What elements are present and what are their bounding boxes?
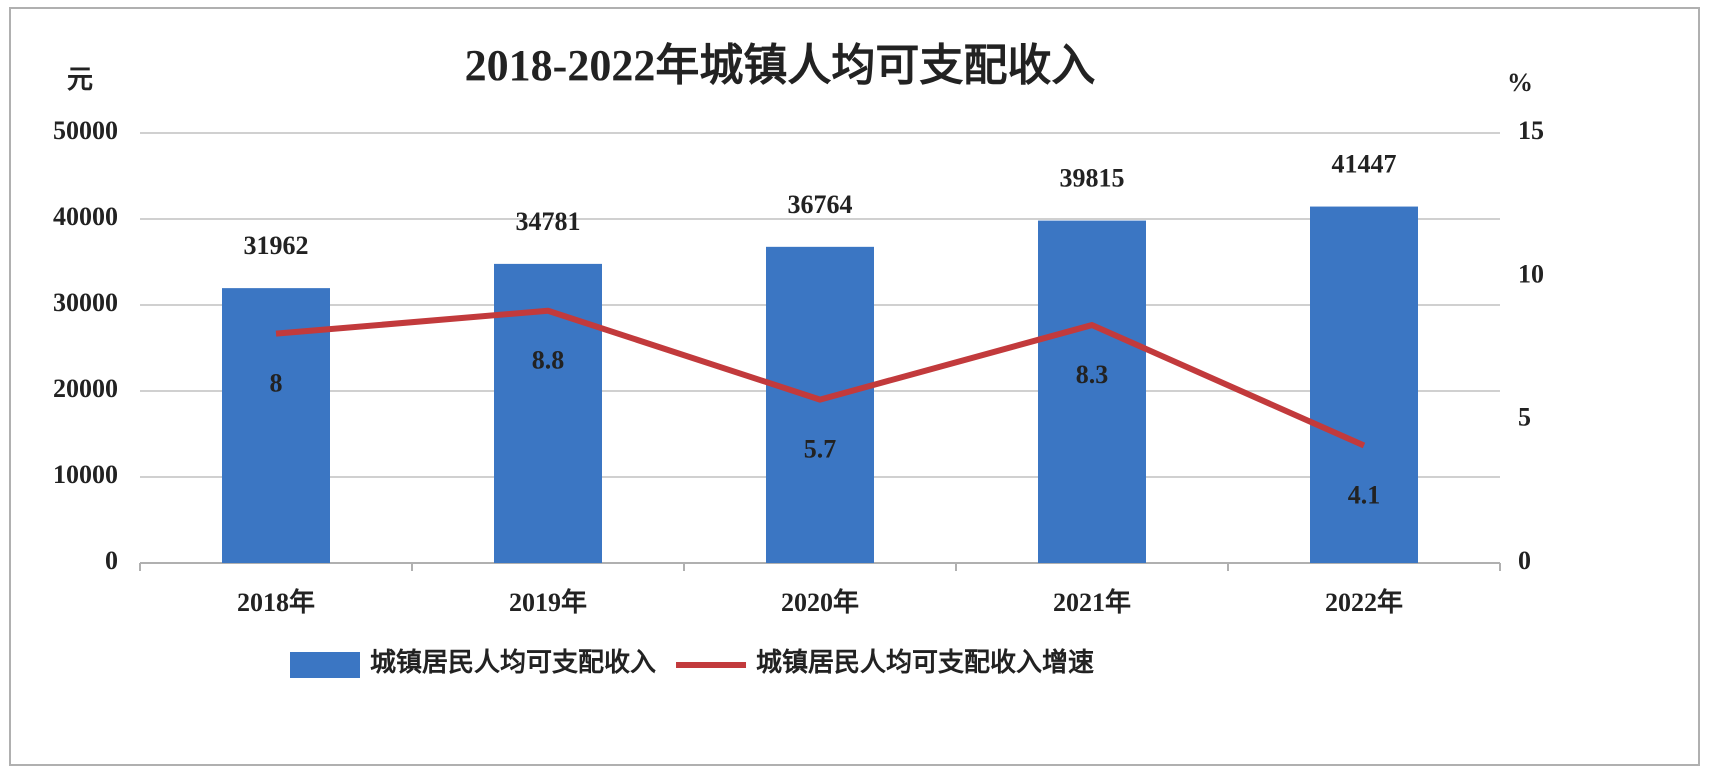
y-tick-label: 20000 [53, 374, 118, 403]
y-tick-label: 40000 [53, 202, 118, 231]
y2-tick-label: 0 [1518, 546, 1531, 575]
line-value-label: 8 [270, 369, 283, 398]
line-value-label: 8.3 [1076, 360, 1109, 389]
bar [222, 288, 330, 563]
chart-title: 2018-2022年城镇人均可支配收入 [465, 41, 1096, 90]
line [275, 307, 1366, 449]
legend-label: 城镇居民人均可支配收入 [370, 648, 656, 677]
y-axis-label: 元 [67, 65, 93, 94]
y2-tick-label: 15 [1518, 116, 1544, 145]
bar-value-label: 34781 [516, 207, 581, 236]
x-tick-label: 2018年 [237, 587, 315, 617]
bar [1310, 206, 1418, 564]
line-value-label: 8.8 [532, 346, 565, 375]
y-tick-label: 10000 [53, 460, 118, 489]
bar [766, 246, 874, 564]
legend-swatch [290, 652, 360, 678]
x-tick-label: 2021年 [1053, 587, 1131, 617]
y2-tick-label: 5 [1518, 403, 1531, 432]
bar [1038, 220, 1146, 563]
bar-value-label: 39815 [1060, 164, 1125, 193]
y2-tick-label: 10 [1518, 259, 1544, 288]
x-tick-label: 2020年 [781, 587, 859, 617]
bar-value-label: 31962 [244, 231, 309, 260]
x-tick-label: 2019年 [509, 587, 587, 617]
legend-label: 城镇居民人均可支配收入增速 [756, 647, 1094, 677]
y-tick-label: 50000 [53, 116, 118, 145]
bar-value-label: 36764 [788, 190, 853, 219]
line-value-label: 4.1 [1348, 480, 1381, 509]
y-tick-label: 30000 [53, 288, 118, 317]
bar-value-label: 41447 [1332, 150, 1397, 179]
x-tick-label: 2022年 [1325, 587, 1403, 617]
line-value-label: 5.7 [804, 435, 837, 464]
y2-axis-label: % [1507, 68, 1533, 97]
y-tick-label: 0 [105, 546, 118, 575]
